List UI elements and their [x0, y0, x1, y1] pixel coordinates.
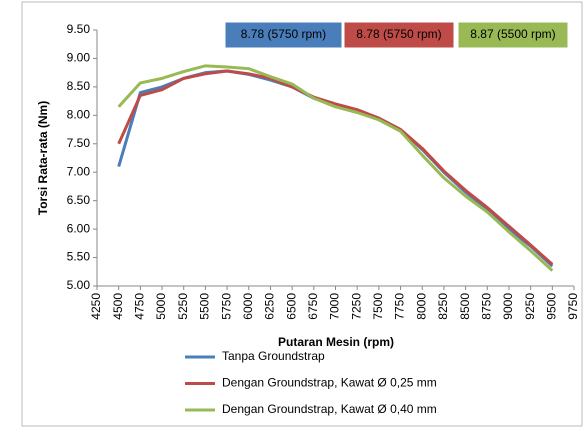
x-tick-label: 9750: [566, 293, 580, 320]
y-tick-label: 8.00: [67, 108, 91, 122]
legend-label: Dengan Groundstrap, Kawat Ø 0,40 mm: [222, 402, 437, 416]
y-tick-label: 9.00: [67, 51, 91, 65]
x-tick-label: 9500: [544, 293, 558, 320]
annotation-box: [224, 21, 343, 49]
x-tick-label: 5000: [154, 293, 168, 320]
x-axis-label: Putaran Mesin (rpm): [278, 335, 394, 349]
chart-frame: [21, 1, 583, 427]
x-tick-label: 9000: [501, 293, 515, 320]
x-tick-label: 9250: [523, 293, 537, 320]
x-tick-label: 4500: [111, 293, 125, 320]
x-tick-label: 7750: [393, 293, 407, 320]
x-tick-label: 8250: [436, 293, 450, 320]
legend-label: Dengan Groundstrap, Kawat Ø 0,25 mm: [222, 376, 437, 390]
x-tick-label: 4250: [89, 293, 103, 320]
legend-label: Tanpa Groundstrap: [222, 349, 325, 363]
series-line: [117, 69, 554, 266]
annotation-text: 8.78 (5750 rpm): [241, 27, 326, 41]
series-line: [117, 69, 554, 268]
x-tick-label: 4750: [133, 293, 147, 320]
x-tick-label: 8000: [414, 293, 428, 320]
annotation-text: 8.87 (5500 rpm): [470, 27, 555, 41]
y-tick-label: 8.50: [67, 79, 91, 93]
annotation-box: [457, 21, 569, 49]
x-tick-label: 5750: [219, 293, 233, 320]
series-line: [117, 64, 554, 272]
x-tick-label: 6250: [263, 293, 277, 320]
x-tick-label: 6750: [306, 293, 320, 320]
y-tick-label: 7.00: [67, 164, 91, 178]
y-tick-label: 6.00: [67, 221, 91, 235]
x-tick-label: 6500: [284, 293, 298, 320]
x-tick-label: 5250: [176, 293, 190, 320]
y-tick-label: 6.50: [67, 193, 91, 207]
x-tick-label: 8500: [458, 293, 472, 320]
y-axis-label: Torsi Rata-rata (Nm): [36, 101, 50, 215]
y-tick-label: 5.50: [67, 250, 91, 264]
x-tick-label: 5500: [198, 293, 212, 320]
x-tick-label: 6000: [241, 293, 255, 320]
x-tick-label: 8750: [479, 293, 493, 320]
x-tick-label: 7250: [349, 293, 363, 320]
annotation-text: 8.78 (5750 rpm): [356, 27, 441, 41]
x-tick-label: 7000: [328, 293, 342, 320]
annotation-box: [343, 21, 455, 49]
y-tick-label: 9.50: [67, 22, 91, 36]
y-tick-label: 5.00: [67, 278, 91, 292]
y-tick-label: 7.50: [67, 136, 91, 150]
x-tick-label: 7500: [371, 293, 385, 320]
